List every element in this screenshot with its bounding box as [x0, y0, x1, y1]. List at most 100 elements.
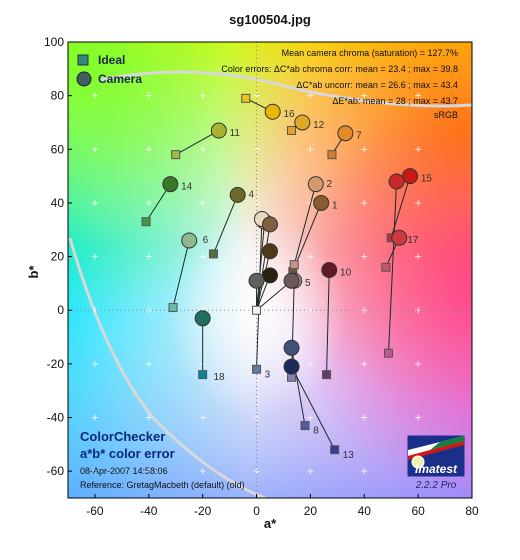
info-box: Mean camera chroma (saturation) = 127.7%…: [221, 48, 458, 120]
logo-version: 2.2.2 Pro: [415, 480, 457, 491]
patch-label: 14: [181, 182, 193, 193]
camera-point: [307, 176, 324, 193]
axis-ticks: -60 -40 -20 0 20 40 60 80 -60 -40 -20 0 20 40 60 80 100: [44, 35, 479, 518]
x-tick-label: -20: [194, 504, 212, 518]
x-tick-label: 20: [304, 504, 318, 518]
error-line: [256, 224, 271, 311]
grid-cross: [91, 414, 98, 421]
grid-cross: [145, 468, 152, 475]
camera-point: [162, 176, 179, 193]
x-tick-label: 80: [465, 504, 479, 518]
error-line: [172, 240, 190, 308]
camera-point: [262, 243, 278, 260]
plot-frame: [67, 41, 473, 499]
error-line: [326, 269, 330, 375]
error-line: [212, 194, 239, 255]
grid-cross: [91, 92, 98, 99]
data-points: [141, 93, 419, 455]
grid-cross: [361, 360, 368, 367]
ideal-point: [384, 348, 394, 358]
error-line: [256, 221, 266, 311]
legend-camera-label: Camera: [98, 72, 142, 86]
patch-label: 16: [283, 109, 295, 120]
error-line: [293, 184, 317, 265]
grid-cross: [91, 360, 98, 367]
grid-cross: [415, 253, 422, 260]
grid-cross: [307, 253, 314, 260]
grid-cross: [199, 92, 206, 99]
footer-timestamp: 08-Apr-2007 14:58:06: [80, 466, 168, 476]
info-delta-e: ΔE*ab: mean = 28 ; max = 43.7: [332, 96, 458, 106]
ideal-point: [241, 93, 251, 103]
patch-label: 4: [248, 190, 254, 201]
camera-point: [321, 262, 338, 278]
camera-point: [402, 168, 419, 185]
y-tick-label: 100: [44, 35, 64, 49]
x-tick-label: -60: [86, 504, 104, 518]
patch-label: 15: [421, 173, 433, 184]
grid-cross: [91, 199, 98, 206]
footer-reference: Reference: GretagMacbeth (default) (old): [80, 480, 245, 490]
legend-ideal-marker: [77, 54, 89, 66]
grid-cross: [415, 92, 422, 99]
y-axis-label: b*: [26, 265, 41, 279]
footer-info: ColorChecker a*b* color error 08-Apr-200…: [80, 429, 245, 490]
patch-label: 18: [213, 372, 225, 383]
grid-cross: [307, 92, 314, 99]
camera-point: [388, 173, 405, 190]
grid-cross: [361, 92, 368, 99]
y-tick-label: -60: [47, 464, 65, 478]
camera-point: [283, 339, 300, 356]
grid-cross: [361, 468, 368, 475]
legend-ideal-label: Ideal: [98, 53, 125, 67]
grid-cross: [199, 146, 206, 153]
ideal-point: [208, 249, 218, 259]
grid-cross: [307, 146, 314, 153]
x-tick-label: 0: [253, 504, 260, 518]
patch-label: 1: [332, 200, 338, 211]
grid-cross: [307, 360, 314, 367]
grid-cross: [307, 468, 314, 475]
patch-label: 13: [343, 450, 355, 461]
error-line: [388, 181, 398, 354]
grid-cross: [145, 199, 152, 206]
camera-point: [283, 272, 300, 289]
ideal-point: [381, 262, 391, 272]
ideal-point: [168, 303, 178, 313]
grid-cross: [91, 253, 98, 260]
grid-cross: [307, 414, 314, 421]
camera-point: [313, 194, 330, 211]
grid-cross: [145, 360, 152, 367]
grid-cross: [361, 414, 368, 421]
patch-label: 5: [305, 278, 311, 289]
camera-point: [283, 358, 300, 375]
grid-cross: [253, 92, 260, 99]
grid-cross: [415, 360, 422, 367]
grid-cross: [415, 199, 422, 206]
y-tick-label: 40: [51, 196, 65, 210]
y-tick-label: -40: [47, 411, 65, 425]
patch-label: 6: [203, 235, 209, 246]
grid-cross: [253, 146, 260, 153]
ideal-point: [198, 370, 208, 380]
grid-cross: [253, 414, 260, 421]
x-axis-label: a*: [264, 516, 277, 531]
error-line: [292, 202, 322, 272]
patch-label: 3: [265, 369, 271, 380]
footer-subtitle: a*b* color error: [80, 446, 175, 461]
ideal-point: [322, 370, 332, 380]
x-tick-label: 60: [411, 504, 425, 518]
camera-point: [262, 216, 278, 233]
error-line: [291, 366, 336, 450]
ideal-point: [287, 126, 297, 136]
grid-cross: [91, 468, 98, 475]
ideal-point: [289, 260, 299, 270]
camera-point: [194, 310, 211, 327]
y-tick-label: -20: [47, 357, 65, 371]
camera-point: [337, 125, 354, 142]
patch-label: 12: [313, 120, 325, 131]
patch-label: 17: [407, 235, 419, 246]
grid-cross: [361, 253, 368, 260]
